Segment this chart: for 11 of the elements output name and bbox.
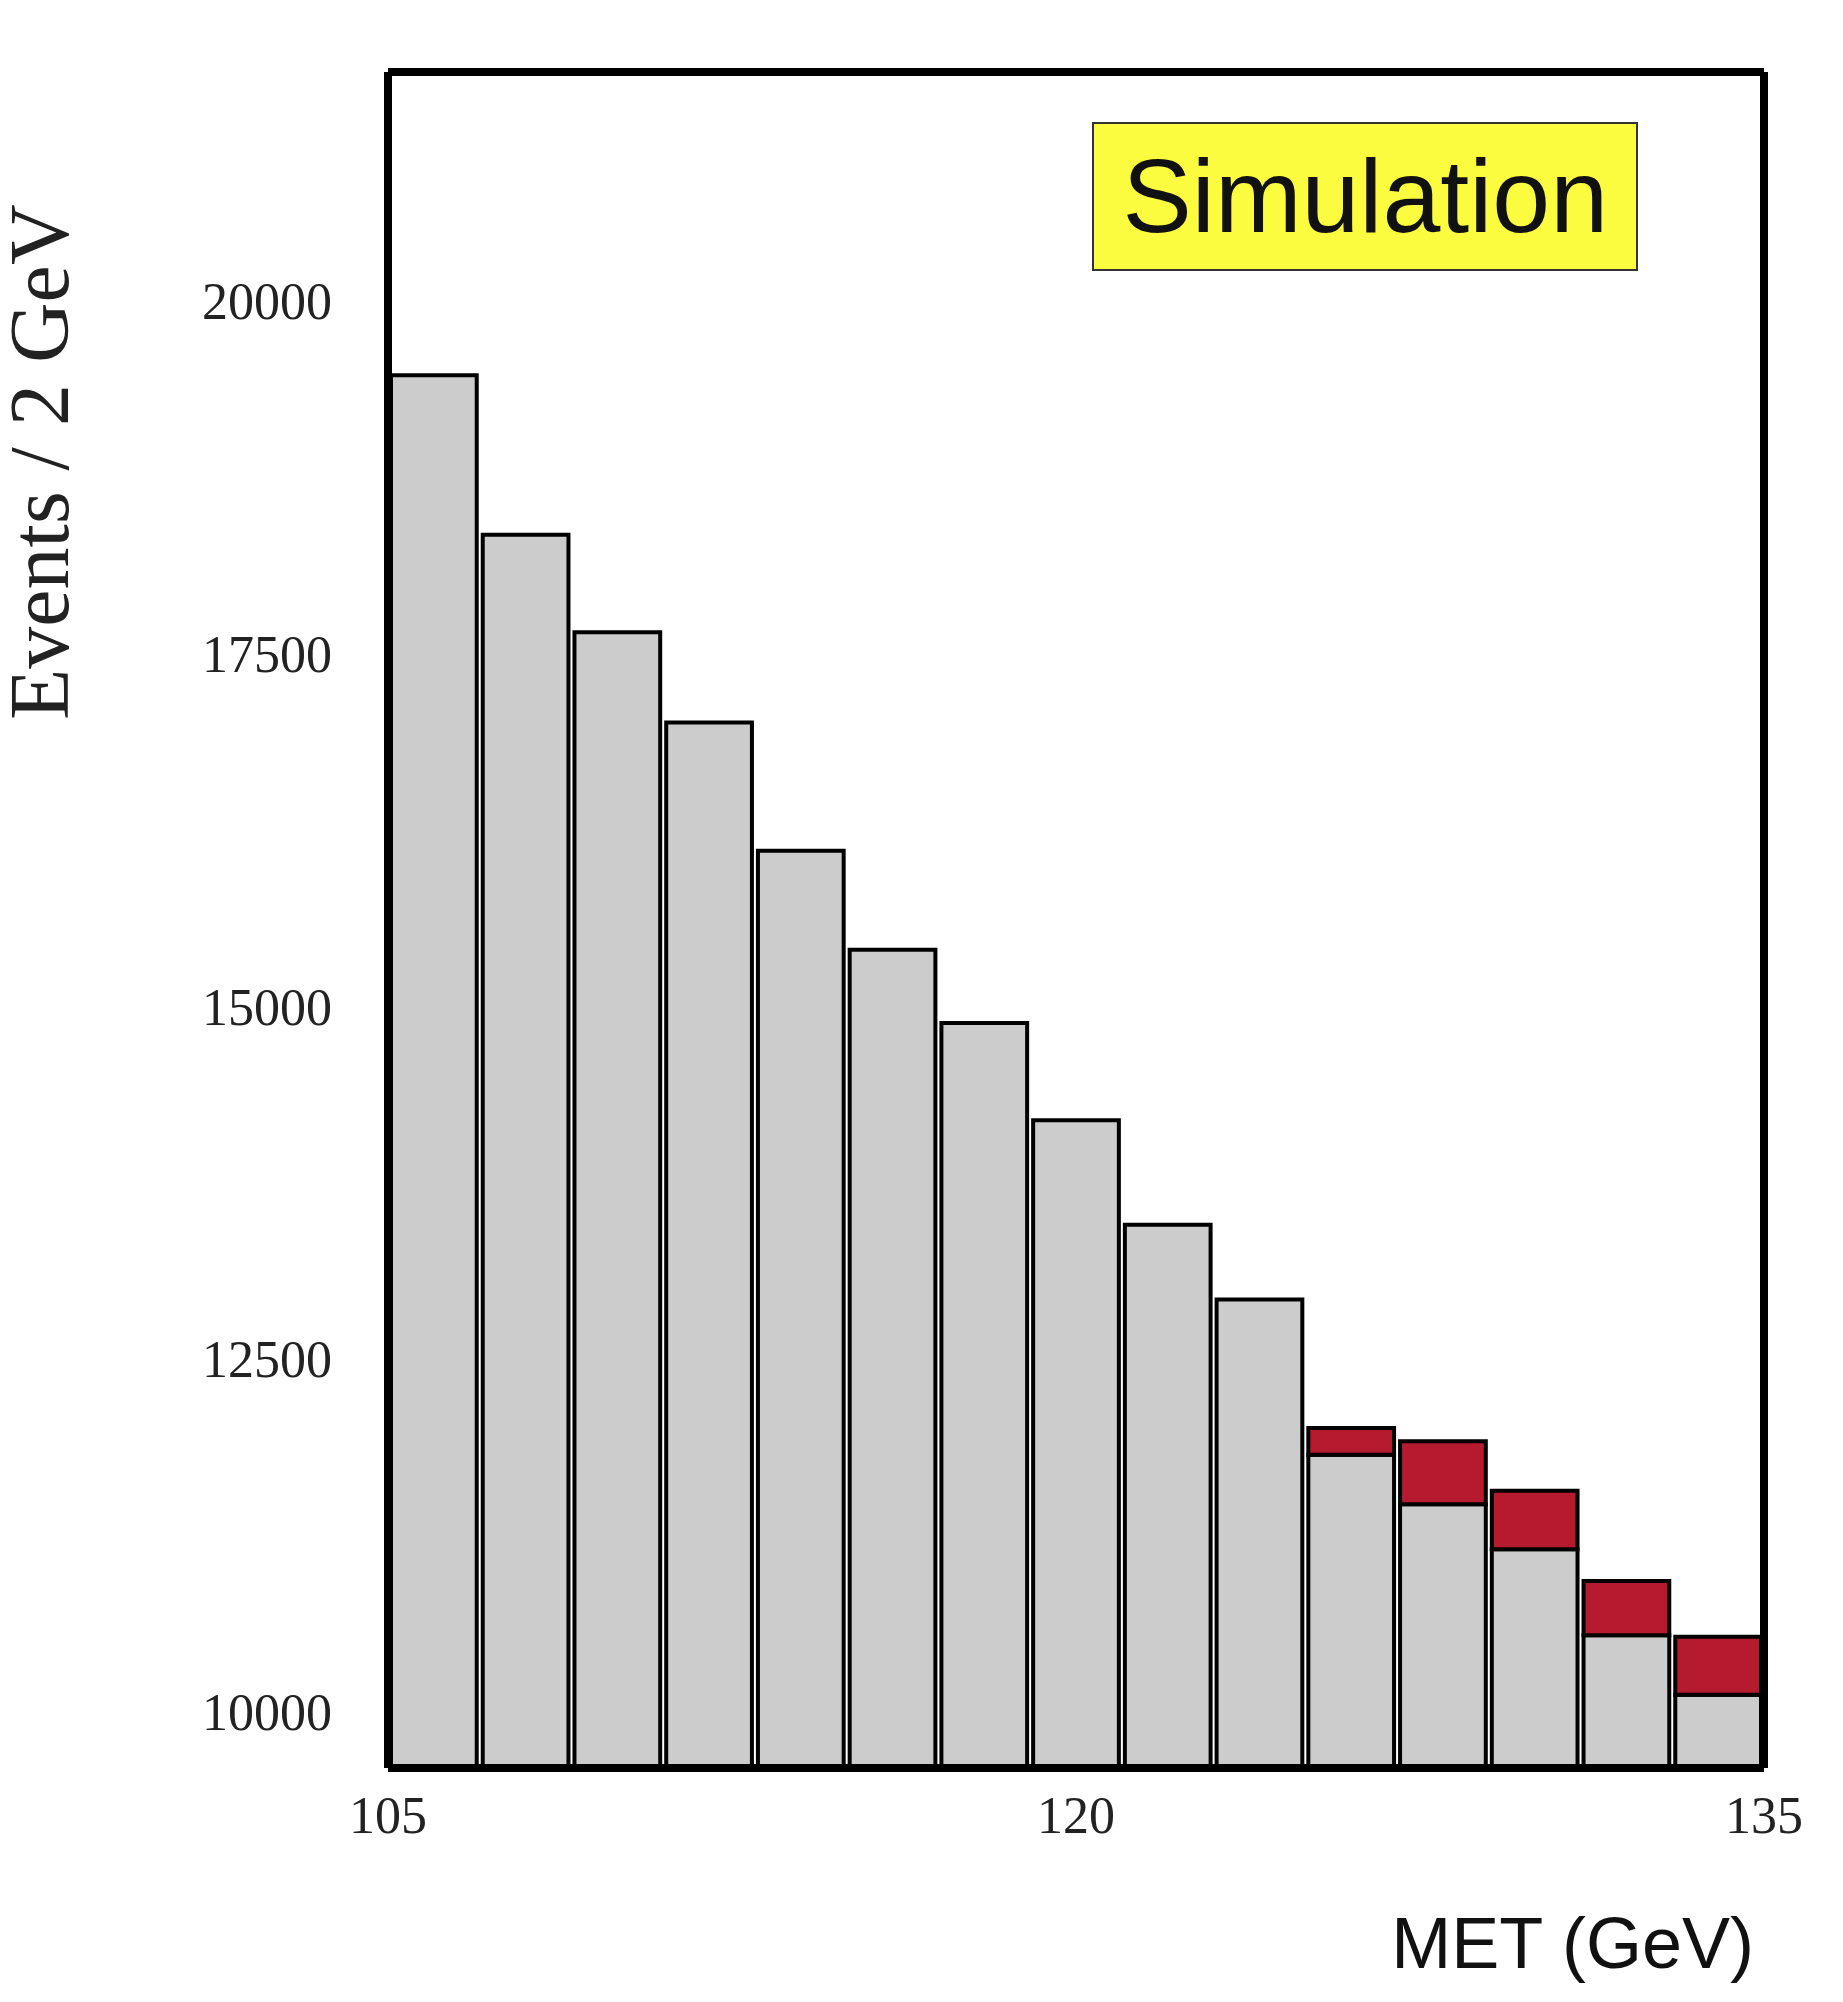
x-tick-label: 120 <box>1037 1786 1115 1844</box>
y-axis-title: Events / 2 GeV <box>0 204 86 720</box>
y-tick-label: 17500 <box>202 625 332 683</box>
annotation: Simulation <box>1092 122 1638 271</box>
x-tick-label: 135 <box>1725 1786 1803 1844</box>
y-tick-label: 15000 <box>202 978 332 1036</box>
y-tick-label: 12500 <box>202 1331 332 1389</box>
y-tick-label: 10000 <box>202 1684 332 1742</box>
x-axis-title: MET (GeV) <box>1391 1903 1754 1983</box>
x-tick-label: 105 <box>349 1786 427 1844</box>
y-tick-label: 20000 <box>202 273 332 331</box>
